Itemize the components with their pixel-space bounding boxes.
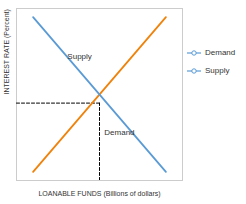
svg-text:Supply: Supply xyxy=(67,52,91,61)
html-text:Supply: Supply xyxy=(205,66,230,75)
html-text:Demand: Demand xyxy=(205,48,236,57)
svg-text:LOANABLE FUNDS (Billions of do: LOANABLE FUNDS (Billions of dollars) xyxy=(38,190,160,198)
svg-text:INTEREST RATE (Percent): INTEREST RATE (Percent) xyxy=(3,9,11,94)
svg-text:Demand: Demand xyxy=(104,128,134,137)
